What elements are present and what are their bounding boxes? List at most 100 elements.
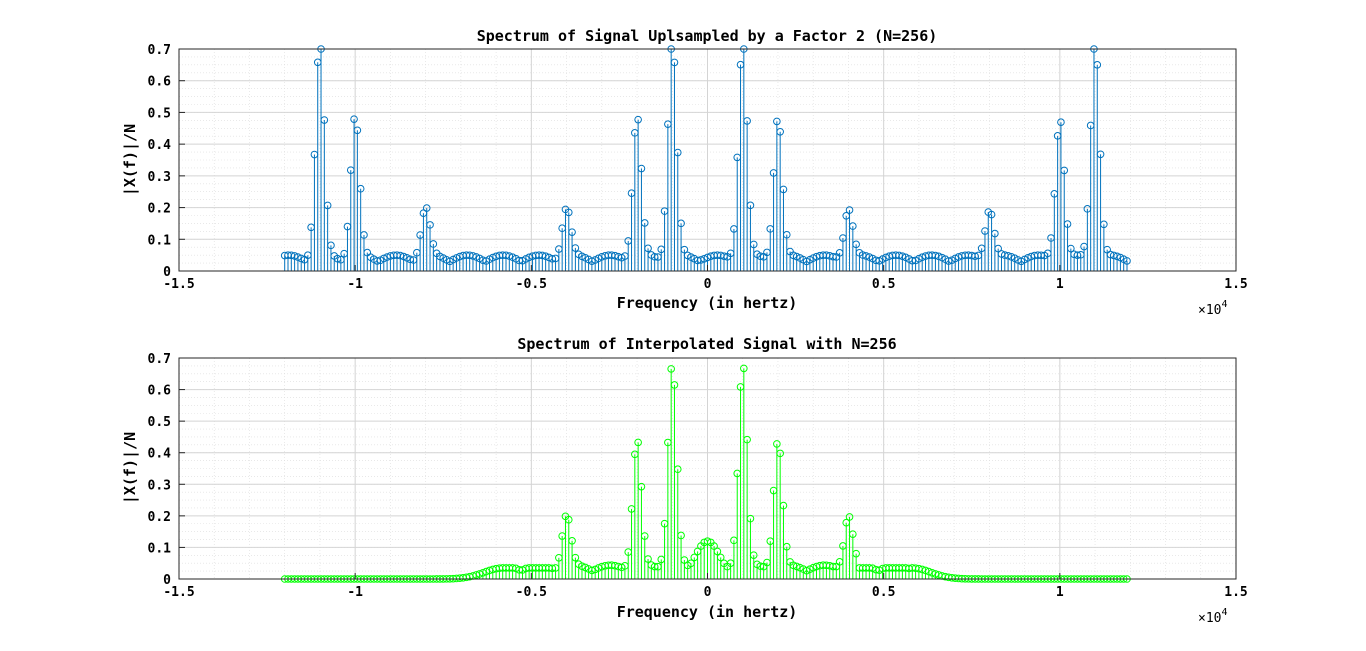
stem-marker bbox=[1004, 251, 1012, 260]
stem-marker bbox=[353, 126, 362, 135]
y-tick-label: 0 bbox=[163, 265, 171, 280]
x-axis-label: Frequency (in hertz) bbox=[617, 294, 798, 312]
stem-marker bbox=[1063, 220, 1072, 228]
stem-marker bbox=[862, 252, 870, 260]
x-tick-label: -0.5 bbox=[516, 585, 547, 600]
stem-marker bbox=[740, 364, 748, 373]
stem-marker bbox=[670, 58, 679, 67]
stem-marker bbox=[743, 117, 751, 125]
stem-marker bbox=[650, 252, 659, 261]
stem-marker bbox=[703, 537, 712, 545]
stem-marker bbox=[845, 206, 854, 214]
stem-marker bbox=[918, 565, 927, 574]
stem-marker bbox=[710, 542, 718, 550]
stem-marker bbox=[789, 561, 798, 570]
stem-marker bbox=[611, 251, 619, 260]
y-tick-label: 0.2 bbox=[148, 202, 171, 217]
stem-marker bbox=[320, 116, 329, 124]
y-tick-label: 0.4 bbox=[148, 447, 172, 462]
stem-marker bbox=[987, 210, 996, 219]
stem-marker bbox=[1007, 252, 1016, 261]
stem-marker bbox=[1100, 220, 1108, 229]
x-tick-labels: -1.5 -1 -0.5 0 0.5 1 1.5 bbox=[163, 265, 1248, 292]
y-axis-label: |X(f)|/N bbox=[121, 432, 140, 504]
stem-marker bbox=[406, 255, 415, 264]
stem-marker bbox=[773, 117, 781, 126]
stem-marker bbox=[779, 501, 788, 510]
stem-marker bbox=[789, 251, 798, 260]
stem-marker bbox=[1093, 61, 1102, 69]
y-tick-label: 0.6 bbox=[148, 75, 172, 90]
stem-marker bbox=[1123, 257, 1131, 265]
stem-marker bbox=[538, 251, 547, 260]
stem-marker bbox=[571, 553, 580, 562]
stem-marker bbox=[934, 252, 943, 261]
stem-marker bbox=[637, 164, 646, 173]
x-axis-label: Frequency (in hertz) bbox=[617, 603, 798, 621]
stem-series bbox=[280, 45, 1131, 271]
stem-marker bbox=[1109, 251, 1118, 260]
x-tick-label: -1 bbox=[347, 585, 363, 600]
stem-marker bbox=[640, 219, 649, 227]
stem-marker bbox=[290, 252, 299, 260]
stem-marker bbox=[925, 567, 933, 576]
stem-marker bbox=[713, 547, 722, 556]
stem-marker bbox=[670, 381, 679, 389]
x-tick-label: -1 bbox=[347, 277, 363, 292]
y-tick-label: 0.7 bbox=[148, 352, 171, 367]
x-tick-label: 1 bbox=[1056, 277, 1064, 292]
stem-marker bbox=[756, 252, 765, 261]
y-tick-label: 0.4 bbox=[148, 138, 172, 153]
stem-marker bbox=[991, 229, 999, 238]
stem-marker bbox=[541, 252, 550, 261]
stem-marker bbox=[921, 566, 930, 575]
stem-marker bbox=[667, 365, 675, 373]
stem-marker bbox=[895, 251, 903, 260]
stem-marker bbox=[749, 551, 758, 559]
stem-marker bbox=[568, 228, 576, 236]
stem-marker bbox=[852, 240, 860, 249]
x-tick-label: 0.5 bbox=[872, 277, 895, 292]
stem-marker bbox=[720, 252, 728, 260]
y-tick-label: 0.3 bbox=[148, 478, 171, 493]
x-tick-label: 1 bbox=[1056, 585, 1064, 600]
stem-marker bbox=[792, 252, 801, 261]
stem-marker bbox=[776, 127, 784, 136]
stem-marker bbox=[746, 201, 755, 210]
y-tick-label: 0.2 bbox=[148, 510, 171, 525]
y-tick-labels: 0 0.1 0.2 0.3 0.4 0.5 0.6 0.7 bbox=[148, 43, 185, 280]
stem-marker bbox=[858, 251, 867, 259]
stem-marker bbox=[1060, 166, 1069, 175]
stem-marker bbox=[422, 204, 431, 212]
stem-marker bbox=[323, 201, 332, 210]
y-tick-label: 0.1 bbox=[148, 233, 172, 248]
subplot-interpolated: -1.5 -1 -0.5 0 0.5 1 1.5 0 0.1 0.2 0.3 0.4 0.5 0.6 0.… bbox=[121, 335, 1248, 626]
stem-marker bbox=[743, 435, 751, 444]
stem-marker bbox=[849, 530, 857, 538]
stem-marker bbox=[749, 240, 758, 249]
stem-marker bbox=[746, 514, 755, 523]
stem-marker bbox=[1057, 118, 1065, 126]
stem-marker bbox=[680, 556, 689, 564]
stem-marker bbox=[779, 185, 788, 194]
stem-marker bbox=[505, 252, 514, 260]
x-axis-multiplier: ×104 bbox=[1198, 299, 1228, 318]
stem-marker bbox=[350, 115, 358, 123]
stem-marker bbox=[564, 208, 573, 217]
stem-marker bbox=[1037, 251, 1045, 260]
stem-marker bbox=[673, 148, 682, 157]
stem-marker bbox=[637, 482, 646, 491]
stem-marker bbox=[426, 221, 434, 229]
stem-marker bbox=[716, 553, 725, 562]
x-tick-label: 1.5 bbox=[1224, 277, 1247, 292]
stem-marker bbox=[673, 465, 682, 474]
y-tick-labels: 0 0.1 0.2 0.3 0.4 0.5 0.6 0.7 bbox=[148, 352, 185, 588]
stem-marker bbox=[829, 562, 837, 571]
stem-marker bbox=[640, 532, 649, 540]
stem-marker bbox=[677, 531, 685, 540]
stem-marker bbox=[571, 244, 580, 252]
x-tick-label: 1.5 bbox=[1224, 585, 1247, 600]
stem-marker bbox=[333, 254, 342, 263]
stem-marker bbox=[396, 251, 405, 260]
stem-marker bbox=[849, 222, 857, 230]
